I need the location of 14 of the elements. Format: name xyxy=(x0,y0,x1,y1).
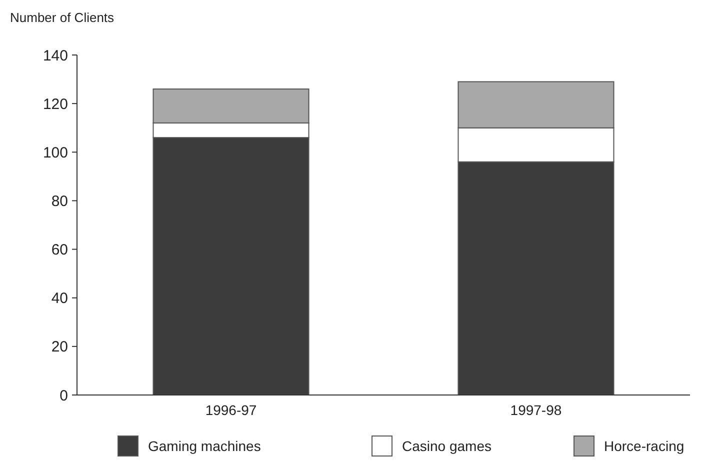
y-tick-label: 40 xyxy=(51,290,68,308)
y-tick-label: 80 xyxy=(51,192,68,210)
y-tick-label: 100 xyxy=(42,144,68,162)
legend-label: Horce-racing xyxy=(604,438,684,454)
y-tick-label: 140 xyxy=(42,47,68,64)
y-axis-title: Number of Clients xyxy=(10,10,115,25)
legend-label: Gaming machines xyxy=(148,438,261,454)
legend-label: Casino games xyxy=(402,438,492,454)
x-tick-label: 1997-98 xyxy=(510,402,562,418)
y-tick-label: 60 xyxy=(51,242,68,259)
x-tick-label: 1996-97 xyxy=(205,402,257,418)
y-tick-label: 0 xyxy=(60,387,68,404)
y-tick-label: 120 xyxy=(42,96,68,113)
y-tick-label: 20 xyxy=(51,338,68,356)
